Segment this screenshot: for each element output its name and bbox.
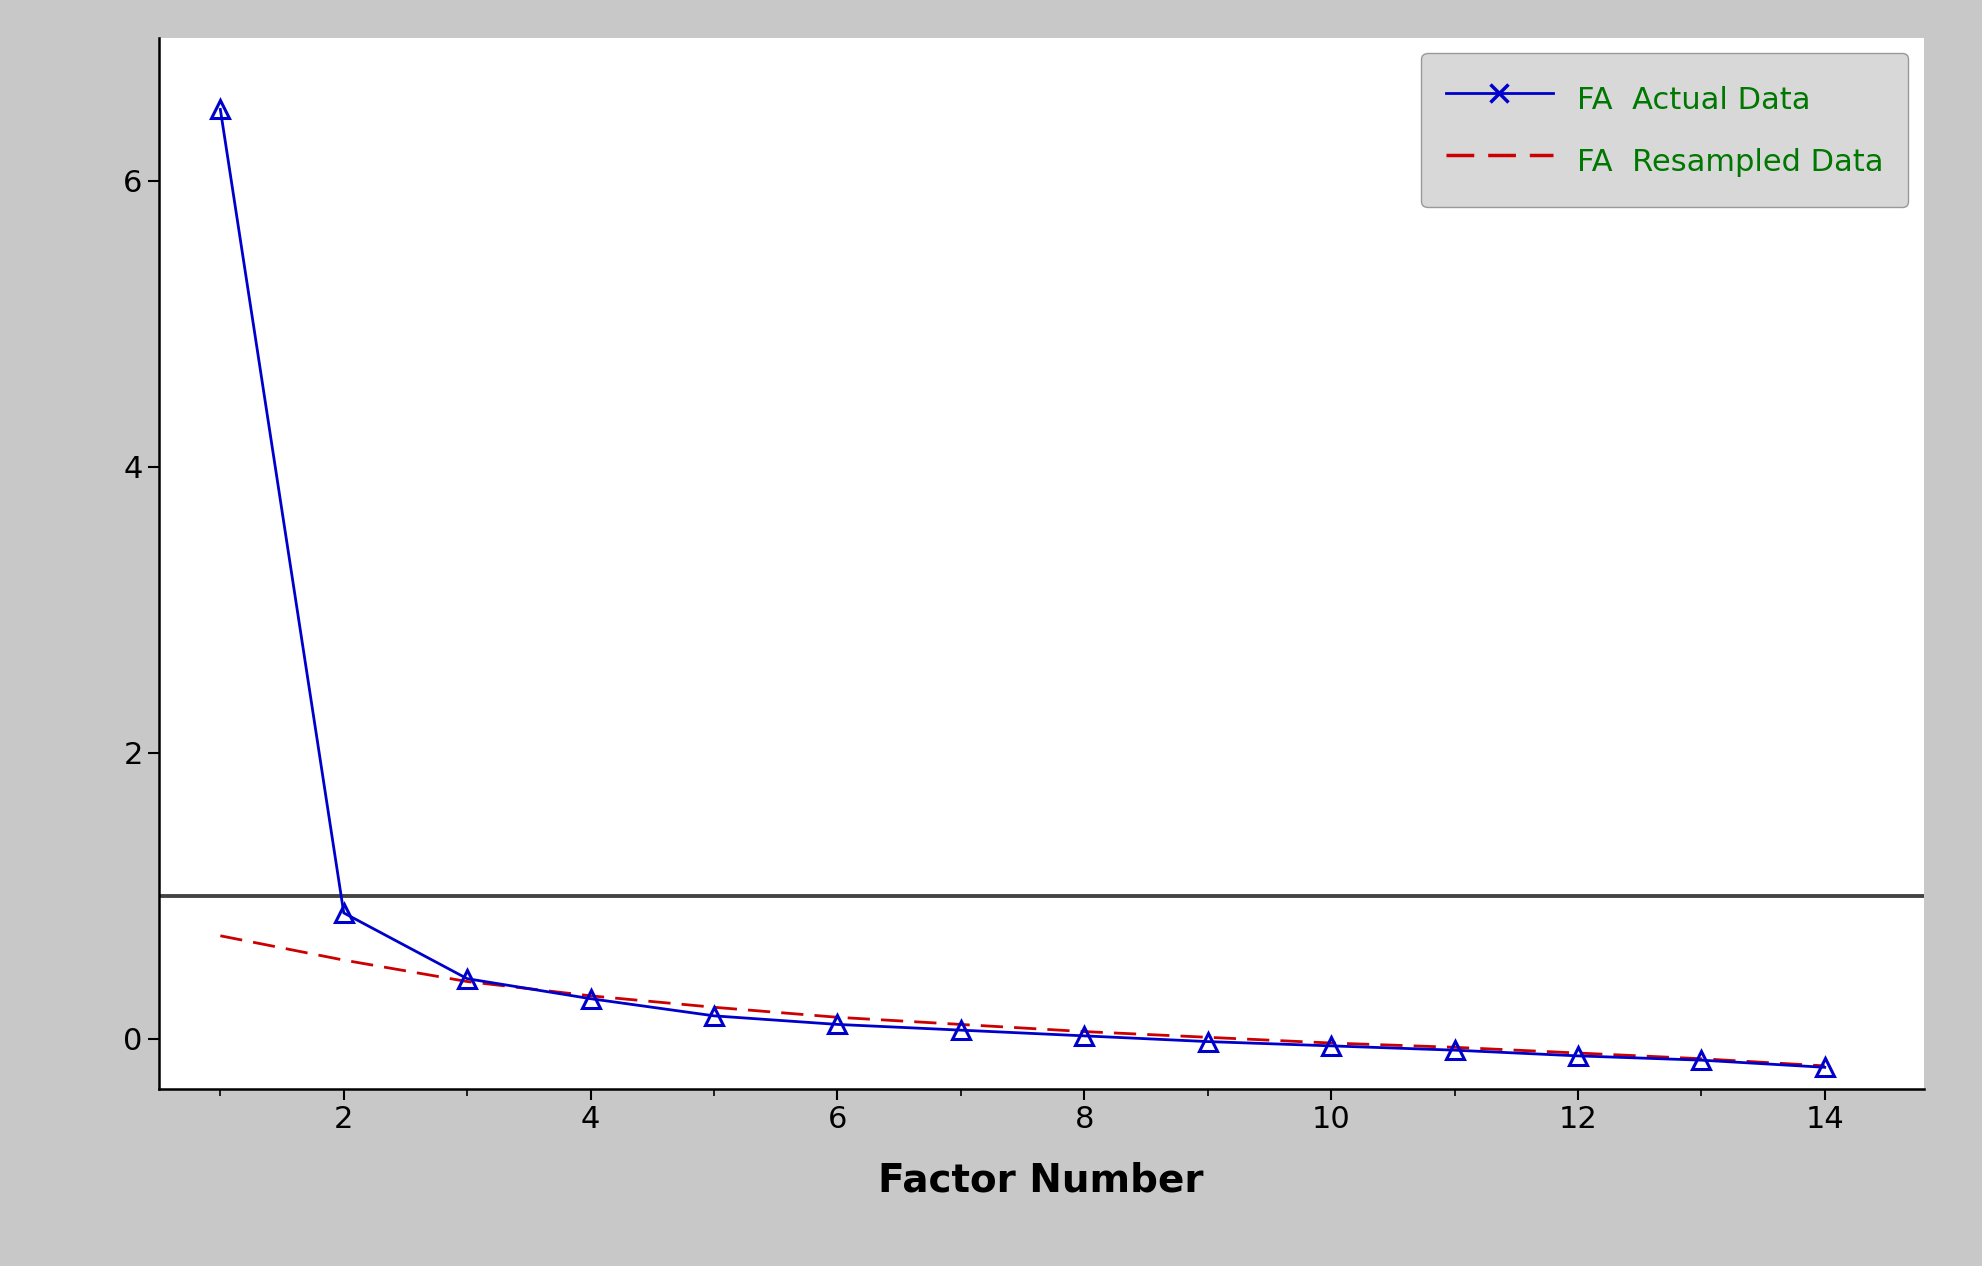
- Legend: FA  Actual Data, FA  Resampled Data: FA Actual Data, FA Resampled Data: [1421, 53, 1907, 206]
- X-axis label: Factor Number: Factor Number: [878, 1161, 1203, 1199]
